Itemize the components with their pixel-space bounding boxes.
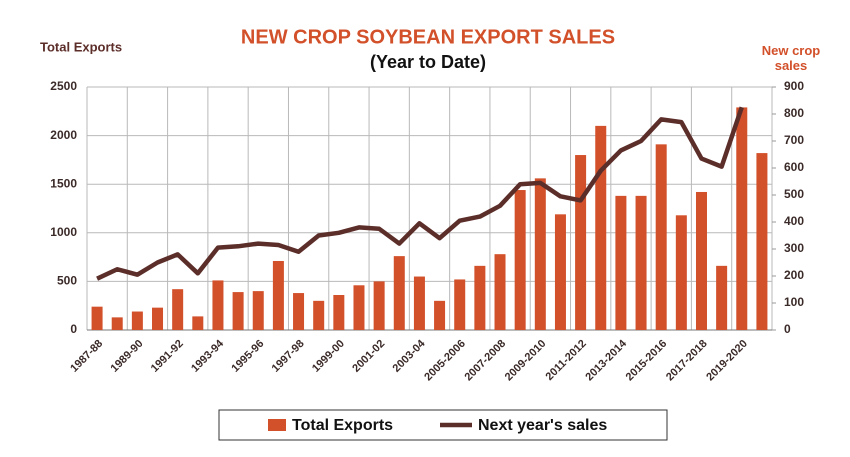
bar: [554, 214, 566, 330]
y2-tick-label: 200: [784, 268, 804, 282]
bar: [615, 195, 627, 330]
y-tick-label: 2000: [50, 128, 77, 142]
line: [96, 106, 744, 281]
bar: [252, 291, 264, 330]
bar: [413, 276, 425, 330]
bar: [635, 195, 647, 330]
chart-title: NEW CROP SOYBEAN EXPORT SALES: [241, 26, 615, 48]
y2-tick-label: 100: [784, 295, 804, 309]
y-tick-label: 0: [70, 322, 77, 336]
bar: [716, 265, 728, 330]
y2-tick-label: 600: [784, 160, 804, 174]
y-axis-label: Total Exports: [40, 39, 122, 54]
y2-tick-label: 800: [784, 106, 804, 120]
y-tick-label: 500: [57, 274, 77, 288]
bar: [434, 300, 446, 330]
bar: [595, 125, 607, 330]
bar: [353, 285, 365, 330]
bar: [373, 281, 385, 330]
bar: [172, 289, 184, 330]
bar: [514, 190, 526, 330]
bar: [293, 293, 305, 330]
bar: [756, 153, 768, 330]
bar: [272, 260, 284, 330]
y-tick-label: 2500: [50, 79, 77, 93]
y2-axis-label: New crop sales: [761, 43, 821, 73]
bar: [736, 107, 748, 330]
bar: [192, 316, 204, 330]
legend-label: Next year's sales: [478, 417, 607, 434]
bar: [313, 300, 325, 330]
bar: [232, 292, 244, 330]
legend-swatch: [268, 419, 286, 431]
legend-box: [218, 409, 668, 441]
y-tick-label: 1500: [50, 176, 77, 190]
bar: [111, 317, 123, 330]
bar: [474, 265, 486, 330]
bar: [655, 144, 667, 330]
bar: [393, 256, 405, 330]
bar: [212, 280, 224, 330]
y2-tick-label: 300: [784, 241, 804, 255]
bar: [131, 311, 143, 330]
chart-subtitle: (Year to Date): [370, 52, 486, 72]
y2-tick-label: 0: [784, 322, 791, 336]
bar: [675, 215, 687, 330]
y2-tick-label: 400: [784, 214, 804, 228]
bar: [333, 295, 345, 330]
y2-tick-label: 500: [784, 187, 804, 201]
bar: [152, 307, 164, 330]
bar: [695, 191, 707, 330]
legend-label: Total Exports: [292, 417, 393, 434]
bar: [494, 254, 506, 330]
bar: [534, 178, 546, 330]
bar: [575, 155, 587, 330]
bar: [91, 306, 103, 330]
bar: [454, 279, 466, 330]
y2-tick-label: 700: [784, 133, 804, 147]
y2-tick-label: 900: [784, 79, 804, 93]
y-tick-label: 1000: [50, 225, 77, 239]
